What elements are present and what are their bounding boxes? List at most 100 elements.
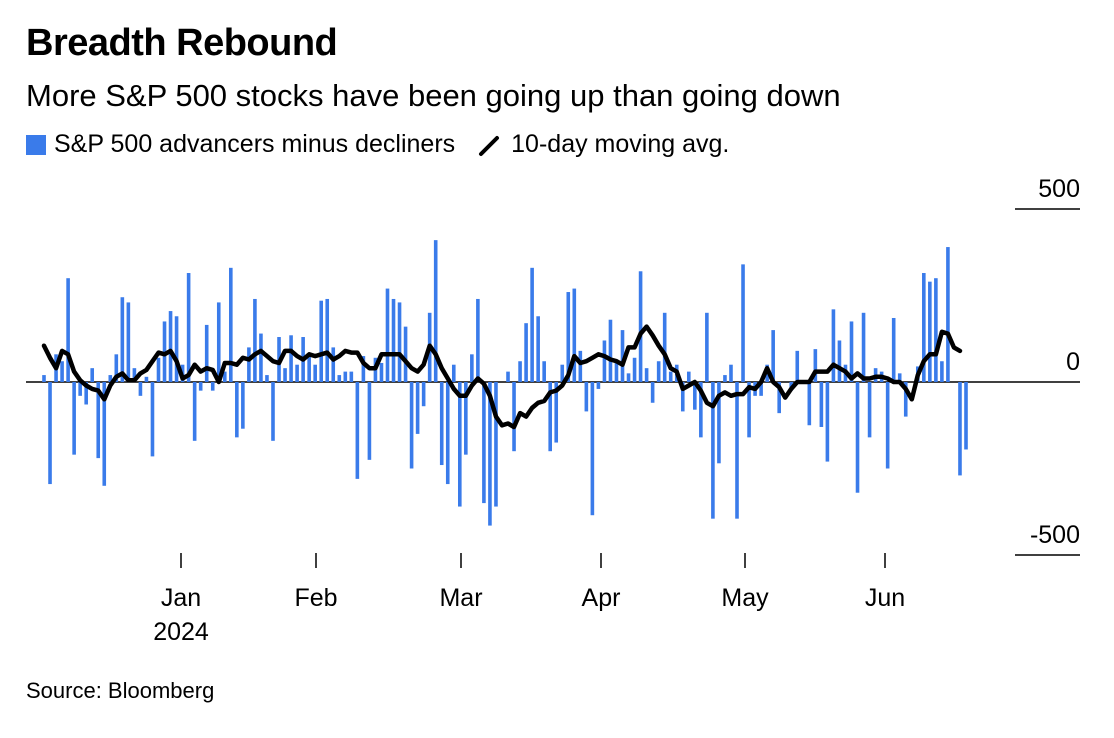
bar (964, 382, 968, 450)
bar (464, 382, 468, 455)
bar (343, 371, 348, 382)
bar (922, 273, 926, 382)
bar (108, 375, 113, 382)
bar (494, 382, 498, 507)
y-tick-label: 500 (1038, 175, 1080, 203)
bar (723, 375, 727, 382)
bar (891, 317, 896, 382)
bar (78, 382, 82, 396)
bar (771, 330, 775, 382)
bar (596, 382, 601, 389)
bar (759, 382, 763, 396)
bar (699, 382, 703, 438)
bar (150, 382, 155, 457)
legend-bar-swatch-icon (26, 134, 46, 155)
bar (253, 298, 257, 382)
bar (735, 382, 739, 519)
bar (235, 382, 239, 438)
bar (295, 364, 299, 382)
bar (168, 311, 173, 382)
bar (307, 354, 311, 382)
bar (680, 382, 685, 412)
bar (198, 382, 203, 391)
bar (470, 354, 474, 382)
chart-title: Breadth Rebound (26, 22, 338, 64)
bar (138, 382, 143, 396)
source-note: Source: Bloomberg (26, 678, 215, 703)
bar (331, 347, 336, 382)
bar (512, 382, 516, 452)
bar (271, 382, 275, 441)
bar (668, 371, 673, 382)
bar (445, 382, 450, 485)
bar (476, 298, 480, 382)
bar (867, 382, 872, 438)
bar (216, 302, 221, 382)
bar (795, 350, 800, 382)
bar (144, 376, 149, 382)
bar (578, 350, 583, 382)
y-tick-label: -500 (1030, 521, 1080, 549)
legend-label-bars: S&P 500 advancers minus decliners (54, 130, 456, 158)
bar (861, 312, 866, 382)
bar (566, 292, 571, 382)
bar (638, 271, 643, 382)
bar (656, 361, 661, 382)
legend-label-line: 10-day moving avg. (511, 130, 730, 158)
bar (897, 373, 902, 382)
x-tick-label: Jun (865, 584, 905, 612)
bar (60, 361, 64, 382)
bar (608, 319, 613, 382)
bar (741, 264, 745, 382)
bar (958, 382, 962, 476)
bar (849, 321, 854, 382)
bar (548, 382, 552, 452)
bar (506, 371, 510, 382)
bar (885, 382, 890, 469)
bar (379, 362, 384, 382)
bar (84, 382, 88, 405)
bar (458, 382, 462, 507)
bar (632, 357, 637, 382)
bar (451, 364, 456, 382)
legend-item-bars: S&P 500 advancers minus decliners (26, 130, 455, 159)
bar (210, 382, 215, 391)
bar (590, 382, 595, 516)
bar (265, 375, 269, 382)
bar (361, 356, 366, 382)
bar (174, 316, 179, 382)
bar (156, 357, 161, 382)
bar (403, 326, 408, 382)
bar (42, 375, 46, 382)
bar (72, 382, 76, 455)
bar (650, 382, 655, 403)
bar (367, 382, 372, 460)
bar (391, 298, 396, 382)
bar (114, 354, 119, 382)
bar (560, 364, 565, 382)
bar (813, 349, 818, 382)
bar (542, 361, 546, 382)
bar (620, 330, 625, 382)
bar (614, 361, 619, 382)
x-tick-label: Feb (294, 584, 337, 612)
bar (825, 382, 830, 462)
bar (717, 382, 721, 464)
bar (397, 302, 402, 382)
bar (439, 382, 444, 466)
bar (819, 382, 824, 427)
bar (705, 312, 709, 382)
bar (530, 267, 534, 382)
bar (325, 298, 330, 382)
bar (807, 382, 812, 426)
bar (289, 335, 293, 382)
bar (96, 382, 101, 459)
bar (711, 382, 715, 519)
x-tick-sublabel: 2024 (153, 618, 209, 646)
bar (644, 368, 649, 382)
y-tick-label: 0 (1066, 348, 1080, 376)
bar (928, 281, 932, 382)
bar (488, 382, 492, 526)
bar (554, 382, 559, 443)
bar (241, 382, 245, 429)
